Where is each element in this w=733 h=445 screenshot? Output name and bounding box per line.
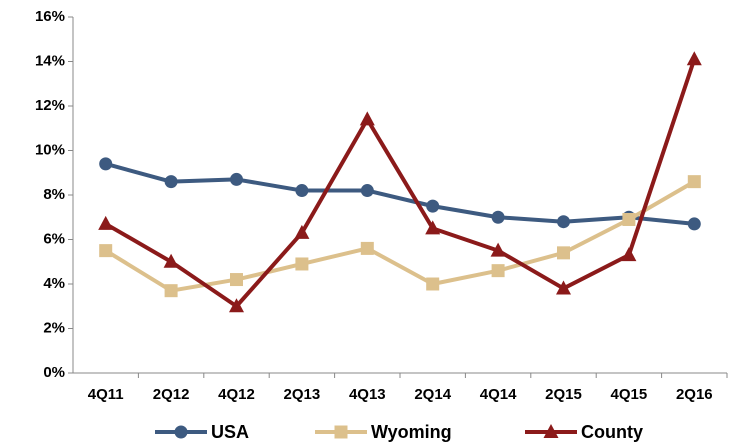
marker: [557, 246, 570, 260]
marker: [687, 217, 701, 231]
marker: [174, 425, 188, 439]
marker: [543, 424, 559, 438]
marker: [491, 264, 505, 278]
y-tick-label: 12%: [35, 97, 65, 114]
y-tick-label: 16%: [35, 8, 65, 25]
x-tick-label: 2Q15: [545, 386, 582, 403]
legend: USA Wyoming County: [155, 422, 643, 442]
marker: [164, 284, 178, 298]
marker: [426, 277, 440, 291]
marker: [98, 215, 114, 230]
x-tick-label: 4Q12: [218, 386, 255, 403]
x-tick-label: 2Q13: [284, 386, 321, 403]
x-tick-label: 4Q13: [349, 386, 386, 403]
marker: [426, 199, 440, 213]
legend-label: County: [581, 422, 643, 442]
x-tick-label: 4Q11: [88, 386, 124, 403]
marker: [687, 175, 701, 189]
y-tick-label: 10%: [35, 141, 65, 158]
marker: [490, 242, 506, 257]
marker: [622, 212, 636, 226]
legend-label: Wyoming: [371, 422, 452, 442]
marker: [295, 184, 309, 198]
legend-label: USA: [211, 422, 249, 442]
marker: [294, 224, 310, 239]
y-tick-label: 6%: [43, 230, 65, 247]
marker: [163, 253, 179, 268]
marker: [229, 298, 244, 313]
series-line: [105, 161, 695, 226]
marker: [334, 425, 348, 439]
marker: [556, 280, 571, 295]
y-tick-label: 4%: [43, 275, 65, 292]
series-line: [104, 58, 697, 309]
x-tick-label: 2Q16: [676, 386, 713, 403]
marker: [425, 220, 441, 235]
marker: [360, 241, 374, 255]
marker: [99, 157, 113, 171]
marker: [230, 273, 243, 287]
marker: [230, 172, 243, 186]
marker: [557, 215, 570, 229]
y-tick-label: 0%: [43, 364, 65, 381]
x-tick-label: 2Q12: [153, 386, 190, 403]
marker: [295, 257, 309, 271]
marker: [164, 175, 178, 189]
marker: [621, 247, 637, 262]
marker: [99, 244, 113, 258]
x-tick-label: 4Q15: [611, 386, 648, 403]
marker: [360, 184, 374, 198]
marker: [686, 51, 702, 66]
x-tick-label: 2Q14: [414, 386, 451, 403]
y-tick-label: 8%: [43, 186, 65, 203]
marker: [359, 111, 375, 126]
y-tick-label: 14%: [35, 52, 65, 69]
y-tick-label: 2%: [43, 319, 65, 336]
marker: [491, 210, 505, 224]
x-tick-label: 4Q14: [480, 386, 517, 403]
